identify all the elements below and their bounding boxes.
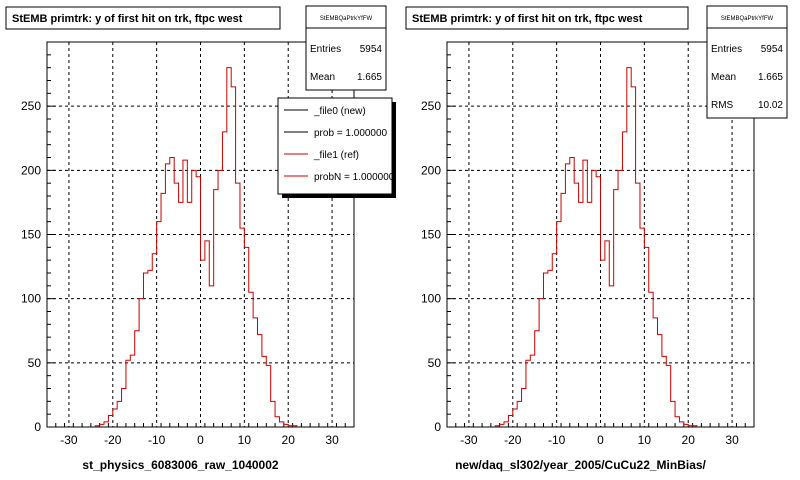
- y-tick-label: 0: [34, 420, 41, 434]
- stats-value: 5954: [360, 44, 383, 55]
- stats-label: Mean: [711, 72, 736, 83]
- stats-box-title: StEMBQaPtrkYfFW: [721, 16, 774, 22]
- y-tick-label: 200: [21, 163, 41, 177]
- legend-label: _file1 (ref): [313, 150, 359, 161]
- legend-label: prob = 1.000000: [314, 128, 388, 139]
- stats-value: 10.02: [758, 100, 783, 111]
- legend-label: _file0 (new): [313, 106, 366, 117]
- stats-label: RMS: [711, 100, 734, 111]
- x-tick-label: -30: [60, 433, 78, 447]
- stats-label: Mean: [310, 72, 335, 83]
- y-tick-label: 250: [421, 99, 441, 113]
- stats-value: 1.665: [357, 72, 382, 83]
- x-tick-label: -20: [504, 433, 522, 447]
- y-tick-label: 50: [428, 356, 442, 370]
- x-tick-label: 20: [282, 433, 296, 447]
- x-tick-label: 30: [325, 433, 339, 447]
- stats-box: [706, 5, 788, 119]
- legend-label: probN = 1.000000: [314, 172, 395, 183]
- y-tick-label: 50: [28, 356, 42, 370]
- histogram-panel-2: -30 -20 -10 0 10 20 30 0 50 100 150 200 250 new/daq_s…: [405, 5, 788, 472]
- x-tick-label: 0: [197, 433, 204, 447]
- x-axis-label: st_physics_6083006_raw_1040002: [82, 458, 278, 472]
- y-tick-label: 250: [21, 99, 41, 113]
- y-tick-label: 100: [421, 292, 441, 306]
- x-tick-label: 10: [238, 433, 252, 447]
- y-tick-label: 200: [421, 163, 441, 177]
- y-tick-label: 100: [21, 292, 41, 306]
- stats-value: 5954: [761, 44, 784, 55]
- chart-title: StEMB primtrk: y of first hit on trk, ft…: [412, 13, 643, 25]
- x-tick-label: -10: [148, 433, 166, 447]
- stats-label: Entries: [711, 44, 742, 55]
- x-tick-label: -10: [548, 433, 566, 447]
- histogram-panel-1: -30 -20 -10 0 10 20 30 0 50 100 150 200 250 st_physic…: [5, 5, 387, 472]
- x-tick-label: 10: [638, 433, 652, 447]
- stats-box: [305, 5, 387, 91]
- x-axis-label: new/daq_sl302/year_2005/CuCu22_MinBias/: [455, 458, 706, 472]
- stats-box-title: StEMBQaPtrkYfFW: [320, 16, 373, 22]
- chart-title: StEMB primtrk: y of first hit on trk, ft…: [12, 13, 243, 25]
- x-tick-label: 20: [682, 433, 696, 447]
- x-tick-label: 30: [725, 433, 739, 447]
- x-tick-label: 0: [597, 433, 604, 447]
- title-box: [405, 6, 689, 30]
- y-tick-label: 150: [21, 228, 41, 242]
- x-tick-label: -30: [460, 433, 478, 447]
- y-tick-label: 150: [421, 228, 441, 242]
- legend-box: [277, 97, 393, 195]
- stats-label: Entries: [310, 44, 341, 55]
- histogram-series-ref: [494, 67, 698, 427]
- stats-value: 1.665: [758, 72, 783, 83]
- title-box: [5, 6, 281, 30]
- x-tick-label: -20: [104, 433, 122, 447]
- y-tick-label: 0: [434, 420, 441, 434]
- legend: _file0 (new) prob = 1.000000 _file1 (ref) p…: [277, 97, 396, 198]
- histogram-series-ref: [94, 67, 298, 427]
